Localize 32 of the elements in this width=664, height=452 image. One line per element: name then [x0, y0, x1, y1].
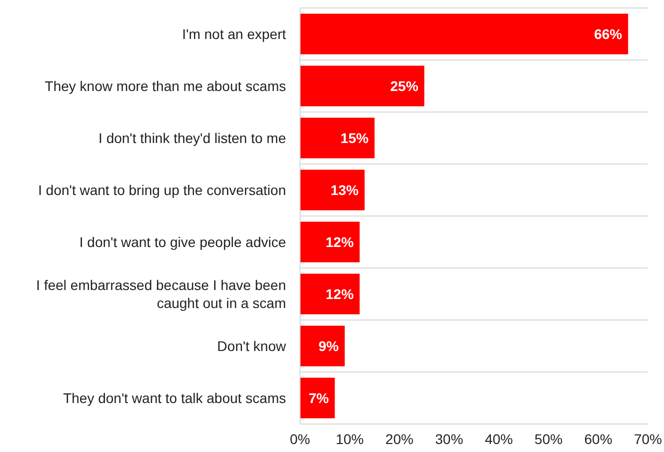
x-tick-label: 10% [336, 431, 364, 447]
data-label: 25% [390, 78, 419, 94]
bar [300, 14, 628, 54]
y-tick-label: Don't know [217, 338, 287, 354]
x-tick-label: 0% [290, 431, 310, 447]
x-tick-label: 50% [534, 431, 563, 447]
data-label: 12% [326, 234, 354, 250]
bar [300, 170, 365, 210]
data-label: 66% [594, 26, 623, 42]
y-tick-label: I don't want to bring up the conversation [38, 182, 286, 198]
x-tick-label: 30% [435, 431, 464, 447]
bar [300, 66, 424, 106]
bar [300, 118, 375, 158]
x-tick-label: 20% [385, 431, 414, 447]
data-label: 12% [326, 286, 354, 302]
y-tick-label: I'm not an expert [182, 26, 286, 42]
y-tick-label: They know more than me about scams [44, 78, 286, 94]
data-label: 7% [308, 390, 330, 406]
y-tick-label: I feel embarrassed because I have been caught out in a scam [36, 276, 286, 311]
bar [300, 222, 360, 262]
x-tick-label: 60% [584, 431, 612, 447]
y-tick-label: I don't think they'd listen to me [98, 130, 286, 146]
bar [300, 378, 335, 418]
x-tick-label: 40% [484, 431, 513, 447]
data-label: 15% [340, 130, 370, 146]
y-tick-label: They don't want to talk about scams [63, 390, 286, 406]
bar [300, 274, 360, 314]
bar [300, 326, 345, 366]
data-label: 13% [330, 182, 360, 198]
y-tick-label: I don't want to give people advice [79, 234, 286, 250]
data-label: 9% [318, 338, 340, 354]
x-tick-label: 70% [634, 431, 662, 447]
